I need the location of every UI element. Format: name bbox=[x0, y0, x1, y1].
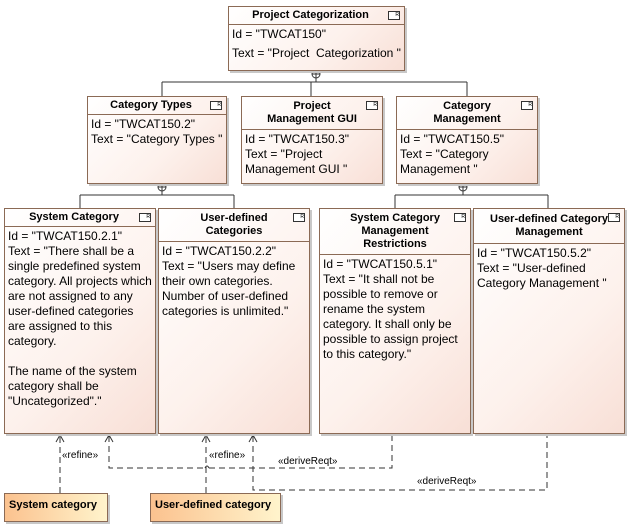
id: Id = "TWCAT150.3" bbox=[245, 132, 349, 146]
title: Project Categorization bbox=[229, 7, 404, 25]
text: Text = "User-defined Category Management… bbox=[477, 261, 607, 290]
element-user-defined-category[interactable]: User-defined category bbox=[150, 493, 281, 522]
requirement-project-categorization[interactable]: Project Categorization R Id = "TWCAT150" Te… bbox=[228, 6, 405, 71]
title: Category Management bbox=[397, 97, 537, 130]
element-system-category[interactable]: System category bbox=[4, 493, 108, 522]
derive-label: «deriveReqt» bbox=[417, 476, 477, 487]
title: User-defined Category Management bbox=[474, 209, 624, 244]
requirement-user-defined-category-management[interactable]: User-defined Category Management R Id = "T… bbox=[473, 208, 625, 434]
text: Text = "There shall be a single predefin… bbox=[8, 244, 152, 408]
refine-label: «refine» bbox=[209, 450, 246, 461]
requirement-icon: R bbox=[521, 101, 533, 110]
text: Text = "Category Types " bbox=[91, 132, 223, 146]
text: Text = "Users may define their own categ… bbox=[162, 259, 299, 318]
text: Text = "Project Categorization " bbox=[232, 46, 401, 60]
title: System Category bbox=[5, 209, 155, 227]
requirement-project-management-gui[interactable]: Project Management GUI R Id = "TWCAT150.3"… bbox=[241, 96, 383, 184]
requirement-user-defined-categories[interactable]: User-defined Categories R Id = "TWCAT150.2… bbox=[158, 208, 310, 434]
requirement-category-types[interactable]: Category Types R Id = "TWCAT150.2" Text = "… bbox=[87, 96, 227, 184]
title: Project Management GUI bbox=[242, 97, 382, 130]
id: Id = "TWCAT150.5.2" bbox=[477, 246, 592, 260]
requirement-icon: R bbox=[293, 213, 305, 222]
title: User-defined Categories bbox=[159, 209, 309, 242]
derive-label: «deriveReqt» bbox=[278, 456, 338, 467]
requirement-system-category[interactable]: System Category R Id = "TWCAT150.2.1" Text … bbox=[4, 208, 156, 434]
requirement-icon: R bbox=[608, 213, 620, 222]
requirement-icon: R bbox=[388, 11, 400, 20]
requirement-icon: R bbox=[366, 101, 378, 110]
title: System Category Management Restrictions bbox=[320, 209, 470, 255]
id: Id = "TWCAT150" bbox=[232, 27, 326, 41]
title: Category Types bbox=[88, 97, 226, 115]
id: Id = "TWCAT150.5" bbox=[400, 132, 504, 146]
requirement-icon: R bbox=[139, 213, 151, 222]
id: Id = "TWCAT150.2.2" bbox=[162, 244, 277, 258]
requirement-icon: R bbox=[454, 213, 466, 222]
requirement-icon: R bbox=[210, 101, 222, 110]
requirement-category-management[interactable]: Category Management R Id = "TWCAT150.5" Tex… bbox=[396, 96, 538, 184]
text: Text = "Project Management GUI " bbox=[245, 147, 348, 176]
text: Text = "It shall not be possible to remo… bbox=[323, 272, 462, 361]
id: Id = "TWCAT150.2.1" bbox=[8, 229, 123, 243]
text: Text = "Category Management " bbox=[400, 147, 492, 176]
refine-label: «refine» bbox=[62, 450, 99, 461]
id: Id = "TWCAT150.5.1" bbox=[323, 257, 438, 271]
requirement-system-category-management-restrictions[interactable]: System Category Management Restrictions R… bbox=[319, 208, 471, 434]
id: Id = "TWCAT150.2" bbox=[91, 117, 195, 131]
